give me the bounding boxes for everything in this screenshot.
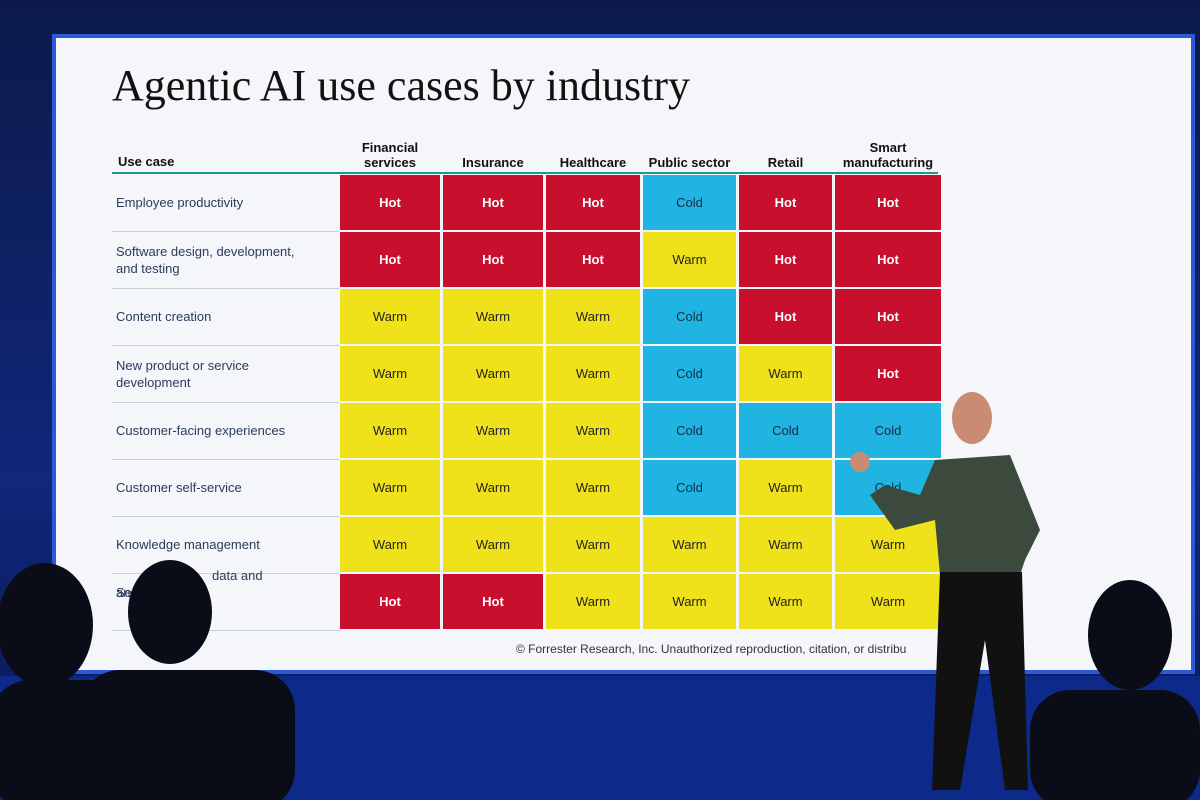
cell: Warm [442,459,544,516]
row-label: Content creation [116,309,212,324]
header-rule [112,172,938,174]
cell: Warm [738,345,833,402]
row-rule [112,630,342,631]
cell: Cold [642,288,737,345]
header-cell: Smart manufacturing [842,140,934,170]
cell: Cold [642,459,737,516]
cell: Warm [738,573,833,630]
cell: Warm [545,459,641,516]
cell: Hot [442,174,544,231]
cell: Hot [442,573,544,630]
cell: Warm [642,516,737,573]
cell: Warm [442,402,544,459]
header-cell: Insurance [462,155,524,170]
cell: Warm [642,231,737,288]
cell: Cold [642,402,737,459]
cell: Hot [339,174,441,231]
cell: Warm [834,516,942,573]
footer: © Forrester Research, Inc. Unauthorized … [516,642,907,656]
cell: Warm [545,288,641,345]
cell: Warm [339,345,441,402]
cell: Warm [442,288,544,345]
row-rule [112,459,342,460]
cell: Warm [738,459,833,516]
row-rule [112,516,342,517]
cell: Warm [339,402,441,459]
row-label: Se [116,585,132,600]
cell: Warm [339,516,441,573]
row-label: development [116,374,191,390]
cell: Cold [642,174,737,231]
cell: Warm [642,573,737,630]
row-label: ana [116,585,138,600]
cell: Warm [545,345,641,402]
cell: Cold [642,345,737,402]
cell: Hot [834,174,942,231]
cell: Warm [339,459,441,516]
cell: Cold [834,402,942,459]
row-rule [112,402,342,403]
cell: Hot [738,288,833,345]
cell: Hot [545,231,641,288]
cell: Warm [545,402,641,459]
row-label: Software design, development, [116,243,295,259]
header-cell: Retail [767,155,804,170]
header-cell: Use case [118,154,175,169]
cell: Hot [834,231,942,288]
slide: Agentic AI use cases by industry © Forre… [52,34,1195,674]
cell: Warm [545,516,641,573]
header-cell: Healthcare [559,155,627,170]
row-label: Knowledge management [116,537,260,552]
row-label: Customer self-service [116,480,242,495]
header-cell: Public sector [648,155,731,170]
row-label: and testing [116,260,180,276]
cell: Warm [834,573,942,630]
cell: Cold [738,402,833,459]
cell: Hot [545,174,641,231]
cell: Warm [442,516,544,573]
stage-floor [0,676,1200,800]
row-rule [112,231,342,232]
cell: Hot [834,288,942,345]
cell: Warm [339,288,441,345]
row-label: Employee productivity [116,195,244,210]
cell: Warm [442,345,544,402]
cell: Warm [545,573,641,630]
cell: Hot [442,231,544,288]
cell: Hot [339,573,441,630]
row-rule [112,573,342,574]
row-label: data and [212,568,263,583]
header-cell: Financial services [361,140,419,170]
row-rule [112,345,342,346]
row-label: New product or service [116,357,249,373]
row-label: Customer-facing experiences [116,423,286,438]
slide-title: Agentic AI use cases by industry [112,61,690,110]
cell: Hot [738,231,833,288]
row-rule [112,288,342,289]
cell: Hot [834,345,942,402]
cell: Warm [738,516,833,573]
cell: Cold [834,459,942,516]
cell: Hot [339,231,441,288]
cell: Hot [738,174,833,231]
